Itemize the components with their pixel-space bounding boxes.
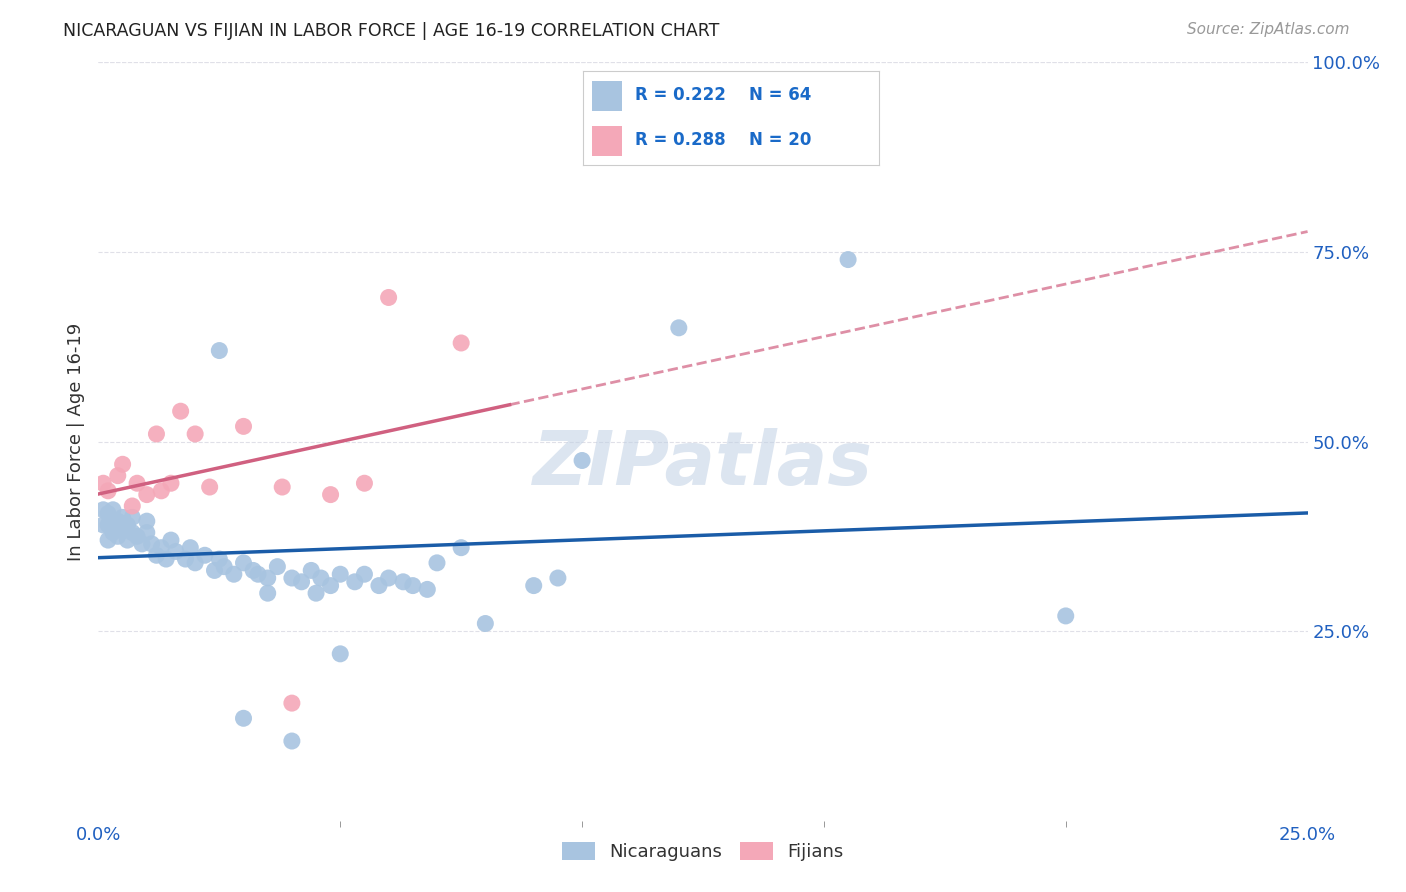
Point (281, 734, 304, 748)
Point (547, 571, 569, 585)
Text: N = 64: N = 64 (749, 87, 811, 104)
Point (107, 514, 129, 528)
Point (474, 616, 496, 631)
Point (107, 529, 129, 543)
Point (91, 503, 114, 517)
Point (135, 525, 157, 540)
Point (184, 556, 207, 570)
Point (402, 579, 425, 593)
Point (117, 517, 139, 532)
Point (353, 476, 375, 491)
Point (319, 487, 342, 501)
Point (281, 571, 304, 585)
Bar (592, 81, 621, 111)
Point (169, 404, 191, 418)
Point (101, 514, 124, 528)
Point (135, 487, 157, 501)
Point (198, 480, 221, 494)
Point (101, 503, 124, 517)
Point (97, 483, 120, 498)
Point (165, 544, 187, 558)
Point (121, 499, 143, 513)
Point (117, 533, 139, 548)
Point (194, 548, 217, 563)
Text: N = 20: N = 20 (749, 131, 811, 149)
Point (377, 291, 399, 305)
Point (127, 476, 149, 491)
Point (343, 574, 366, 589)
Point (111, 458, 134, 472)
Point (450, 541, 472, 555)
Point (127, 529, 149, 543)
Text: Source: ZipAtlas.com: Source: ZipAtlas.com (1187, 22, 1350, 37)
Point (281, 696, 304, 710)
Point (145, 427, 167, 442)
Point (222, 567, 245, 582)
Point (256, 586, 278, 600)
Point (160, 476, 183, 491)
Point (174, 552, 197, 566)
Point (101, 525, 124, 540)
Point (155, 552, 177, 566)
Bar (592, 126, 621, 156)
Point (107, 468, 129, 483)
Point (1054, 608, 1077, 623)
Point (271, 480, 294, 494)
Point (668, 320, 690, 334)
Point (571, 453, 593, 467)
Point (160, 533, 183, 548)
Point (121, 525, 143, 540)
Point (141, 537, 163, 551)
Text: R = 0.288: R = 0.288 (636, 131, 725, 149)
Point (247, 567, 270, 582)
Text: R = 0.222: R = 0.222 (636, 87, 725, 104)
Point (91, 476, 114, 491)
Text: NICARAGUAN VS FIJIAN IN LABOR FORCE | AGE 16-19 CORRELATION CHART: NICARAGUAN VS FIJIAN IN LABOR FORCE | AG… (63, 22, 720, 40)
Point (111, 522, 134, 536)
Point (208, 552, 231, 566)
Point (319, 579, 342, 593)
Point (150, 541, 173, 555)
Point (232, 556, 254, 570)
Point (353, 567, 375, 582)
Point (256, 571, 278, 585)
Point (232, 419, 254, 434)
Point (135, 514, 157, 528)
Point (309, 571, 332, 585)
Point (290, 574, 312, 589)
Point (242, 564, 264, 578)
Point (837, 252, 859, 267)
Point (450, 335, 472, 350)
Point (121, 510, 143, 524)
Point (377, 571, 399, 585)
Point (329, 647, 352, 661)
Text: ZIPatlas: ZIPatlas (533, 428, 873, 500)
Point (212, 559, 235, 574)
Y-axis label: In Labor Force | Age 16-19: In Labor Force | Age 16-19 (66, 322, 84, 561)
Point (299, 564, 322, 578)
Point (204, 564, 226, 578)
Point (368, 579, 391, 593)
Point (305, 586, 328, 600)
Point (131, 537, 153, 551)
Point (266, 559, 288, 574)
Point (232, 711, 254, 725)
Point (329, 567, 352, 582)
Point (426, 556, 449, 570)
Point (392, 574, 415, 589)
Legend: Nicaraguans, Fijians: Nicaraguans, Fijians (555, 835, 851, 869)
Point (416, 582, 439, 597)
Point (179, 541, 201, 555)
Point (97, 533, 120, 548)
Point (145, 548, 167, 563)
Point (111, 510, 134, 524)
Point (523, 579, 546, 593)
Point (91, 517, 114, 532)
Point (208, 343, 231, 358)
Point (184, 427, 207, 442)
Point (97, 507, 120, 521)
Point (150, 483, 173, 498)
Point (97, 517, 120, 532)
